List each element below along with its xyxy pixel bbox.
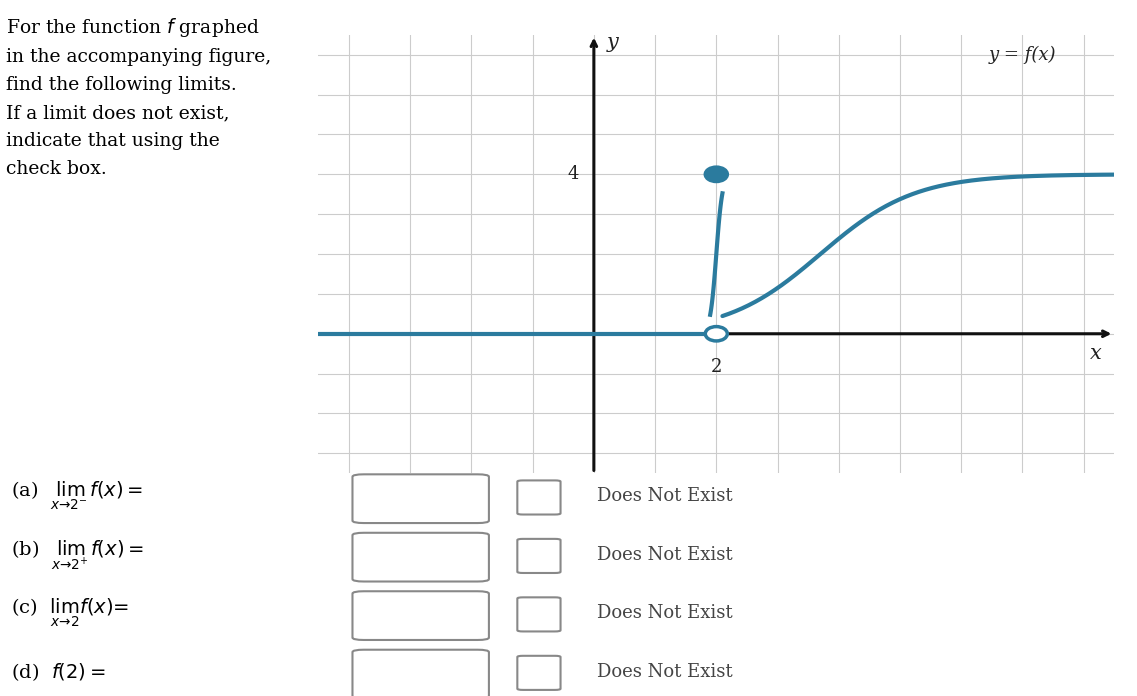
Text: (d)  $f(2) =$: (d) $f(2) =$ [11, 661, 106, 683]
FancyBboxPatch shape [517, 656, 561, 690]
Text: y: y [606, 33, 619, 52]
FancyBboxPatch shape [352, 475, 489, 523]
Text: For the function $f$ graphed
in the accompanying figure,
find the following limi: For the function $f$ graphed in the acco… [6, 16, 272, 177]
Text: (a)  $\lim_{x \to 2^-} f(x) =$: (a) $\lim_{x \to 2^-} f(x) =$ [11, 480, 143, 512]
Circle shape [705, 167, 728, 182]
Text: Does Not Exist: Does Not Exist [597, 663, 732, 681]
FancyBboxPatch shape [517, 480, 561, 514]
Text: y = f(x): y = f(x) [989, 46, 1056, 64]
Text: Does Not Exist: Does Not Exist [597, 604, 732, 622]
FancyBboxPatch shape [352, 592, 489, 640]
FancyBboxPatch shape [517, 597, 561, 631]
Text: Does Not Exist: Does Not Exist [597, 546, 732, 564]
Text: x: x [1090, 345, 1102, 363]
FancyBboxPatch shape [352, 650, 489, 696]
Text: 2: 2 [711, 358, 722, 376]
Text: 4: 4 [567, 166, 579, 183]
FancyBboxPatch shape [517, 539, 561, 573]
FancyBboxPatch shape [352, 533, 489, 582]
Circle shape [705, 326, 728, 341]
Text: (b)  $\lim_{x \to 2^+} f(x) =$: (b) $\lim_{x \to 2^+} f(x) =$ [11, 538, 144, 571]
Text: Does Not Exist: Does Not Exist [597, 487, 732, 505]
Text: (c)  $\lim_{x \to 2} f(x) =$: (c) $\lim_{x \to 2} f(x) =$ [11, 597, 130, 629]
